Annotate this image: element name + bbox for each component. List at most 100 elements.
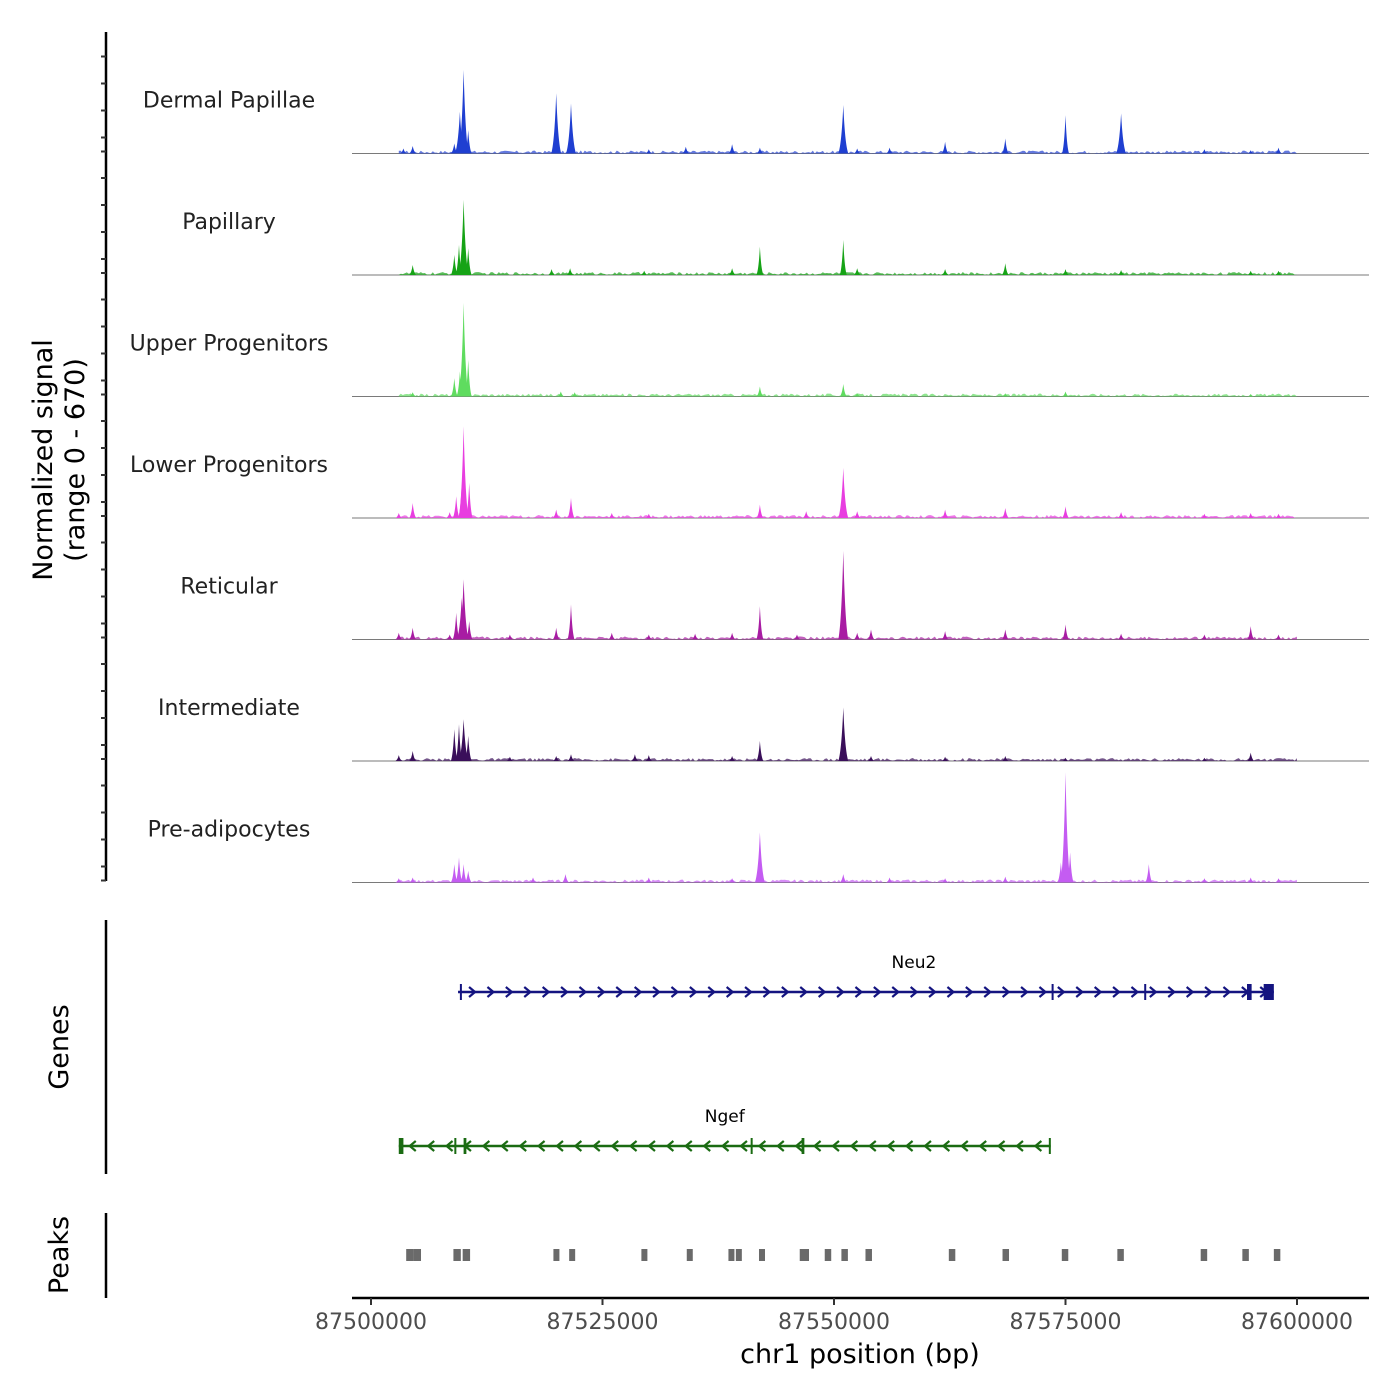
signal-peak bbox=[409, 146, 417, 154]
signal-peak bbox=[395, 878, 403, 883]
signal-peak bbox=[460, 864, 468, 883]
strand-chevron bbox=[762, 986, 772, 998]
signal-peak bbox=[1001, 876, 1009, 883]
strand-chevron bbox=[1033, 1140, 1043, 1152]
peak-region bbox=[948, 1249, 956, 1261]
signal-y-axis bbox=[101, 32, 108, 882]
strand-chevron bbox=[541, 986, 551, 998]
signal-peak bbox=[756, 246, 764, 275]
signal-peak bbox=[941, 631, 949, 640]
signal-peak bbox=[571, 392, 579, 397]
signal-peak bbox=[839, 384, 847, 397]
strand-chevron bbox=[468, 986, 477, 998]
track-label: Lower Progenitors bbox=[130, 453, 328, 478]
strand-chevron bbox=[444, 1140, 454, 1152]
strand-chevron bbox=[946, 986, 956, 998]
signal-peak bbox=[608, 632, 616, 640]
strand-chevron bbox=[891, 986, 900, 998]
peak-region bbox=[758, 1249, 765, 1261]
signal-peak bbox=[853, 393, 861, 397]
signal-peak bbox=[1117, 512, 1125, 518]
background-signal bbox=[398, 150, 1297, 154]
peak-region bbox=[841, 1249, 848, 1261]
signal-peak bbox=[838, 105, 849, 154]
signal-peak bbox=[450, 378, 458, 397]
strand-chevron bbox=[536, 1140, 546, 1152]
signal-peak bbox=[1247, 626, 1255, 640]
signal-peak bbox=[567, 604, 575, 640]
track-label: Pre-adipocytes bbox=[148, 818, 311, 843]
strand-chevron bbox=[725, 986, 735, 998]
signal-peak bbox=[1060, 772, 1071, 883]
signal-peak bbox=[1001, 138, 1009, 154]
strand-chevron bbox=[1075, 986, 1084, 998]
signal-peak bbox=[566, 268, 574, 275]
signal-peak bbox=[1117, 270, 1125, 275]
signal-peak bbox=[1062, 624, 1069, 640]
signal-peak bbox=[941, 878, 949, 883]
signal-peak bbox=[409, 877, 417, 883]
signal-peak bbox=[551, 93, 562, 154]
signal-peak bbox=[458, 302, 469, 397]
exon bbox=[398, 1138, 404, 1154]
signal-peak bbox=[640, 270, 648, 275]
exon bbox=[1246, 984, 1252, 1000]
strand-chevron bbox=[689, 986, 698, 998]
peak-region bbox=[1200, 1249, 1208, 1261]
signal-peak bbox=[458, 579, 469, 640]
track-lower-progenitors: Lower Progenitors bbox=[130, 426, 1369, 519]
strand-chevron bbox=[799, 986, 808, 998]
signal-peak bbox=[728, 144, 736, 154]
y-axis-label-signal: Normalized signal bbox=[28, 339, 59, 581]
signal-peak bbox=[867, 756, 875, 761]
signal-peak bbox=[465, 621, 473, 640]
strand-chevron bbox=[1185, 986, 1195, 998]
signal-peak bbox=[1275, 634, 1282, 640]
strand-chevron bbox=[1204, 986, 1213, 998]
strand-chevron bbox=[1001, 986, 1011, 998]
signal-peak bbox=[552, 509, 560, 518]
signal-peak bbox=[395, 632, 403, 640]
signal-peak bbox=[728, 878, 736, 883]
strand-chevron bbox=[1130, 986, 1140, 998]
genes-panel-label: Genes bbox=[44, 1004, 75, 1089]
signal-peak bbox=[552, 627, 560, 640]
peak-region bbox=[735, 1249, 742, 1261]
strand-chevron bbox=[1015, 1140, 1024, 1152]
signal-peak bbox=[941, 756, 949, 761]
signal-peak bbox=[802, 511, 810, 518]
strand-chevron bbox=[739, 1140, 748, 1152]
peak-region bbox=[1002, 1249, 1010, 1261]
strand-chevron bbox=[873, 986, 882, 998]
peak-region bbox=[865, 1249, 872, 1261]
strand-chevron bbox=[983, 986, 992, 998]
track-dermal-papillae: Dermal Papillae bbox=[143, 69, 1369, 154]
signal-peak bbox=[1001, 508, 1009, 518]
signal-peak bbox=[409, 751, 417, 761]
signal-peak bbox=[839, 239, 847, 275]
exon bbox=[1263, 984, 1274, 1000]
signal-peak bbox=[631, 754, 639, 761]
y-axis-label-signal-range: (range 0 - 670) bbox=[60, 358, 91, 562]
signal-peak bbox=[562, 874, 569, 883]
signal-peak bbox=[838, 467, 849, 518]
signal-peak bbox=[458, 69, 469, 154]
signal-peak bbox=[839, 874, 847, 883]
signal-peak bbox=[446, 512, 454, 518]
x-tick-label: 87525000 bbox=[547, 1310, 659, 1335]
signal-peak bbox=[756, 504, 764, 518]
signal-peak bbox=[1066, 852, 1074, 883]
peaks-panel-label: Peaks bbox=[44, 1216, 75, 1294]
signal-peak bbox=[645, 755, 653, 761]
signal-peak bbox=[793, 634, 801, 640]
background-signal bbox=[398, 393, 1297, 397]
signal-peak bbox=[853, 632, 861, 640]
signal-peak bbox=[529, 877, 537, 883]
strand-chevron bbox=[812, 1140, 822, 1152]
signal-peak bbox=[756, 147, 764, 154]
signal-peak bbox=[886, 877, 894, 883]
strand-chevron bbox=[1222, 986, 1232, 998]
signal-peak bbox=[458, 199, 469, 275]
strand-chevron bbox=[560, 986, 569, 998]
